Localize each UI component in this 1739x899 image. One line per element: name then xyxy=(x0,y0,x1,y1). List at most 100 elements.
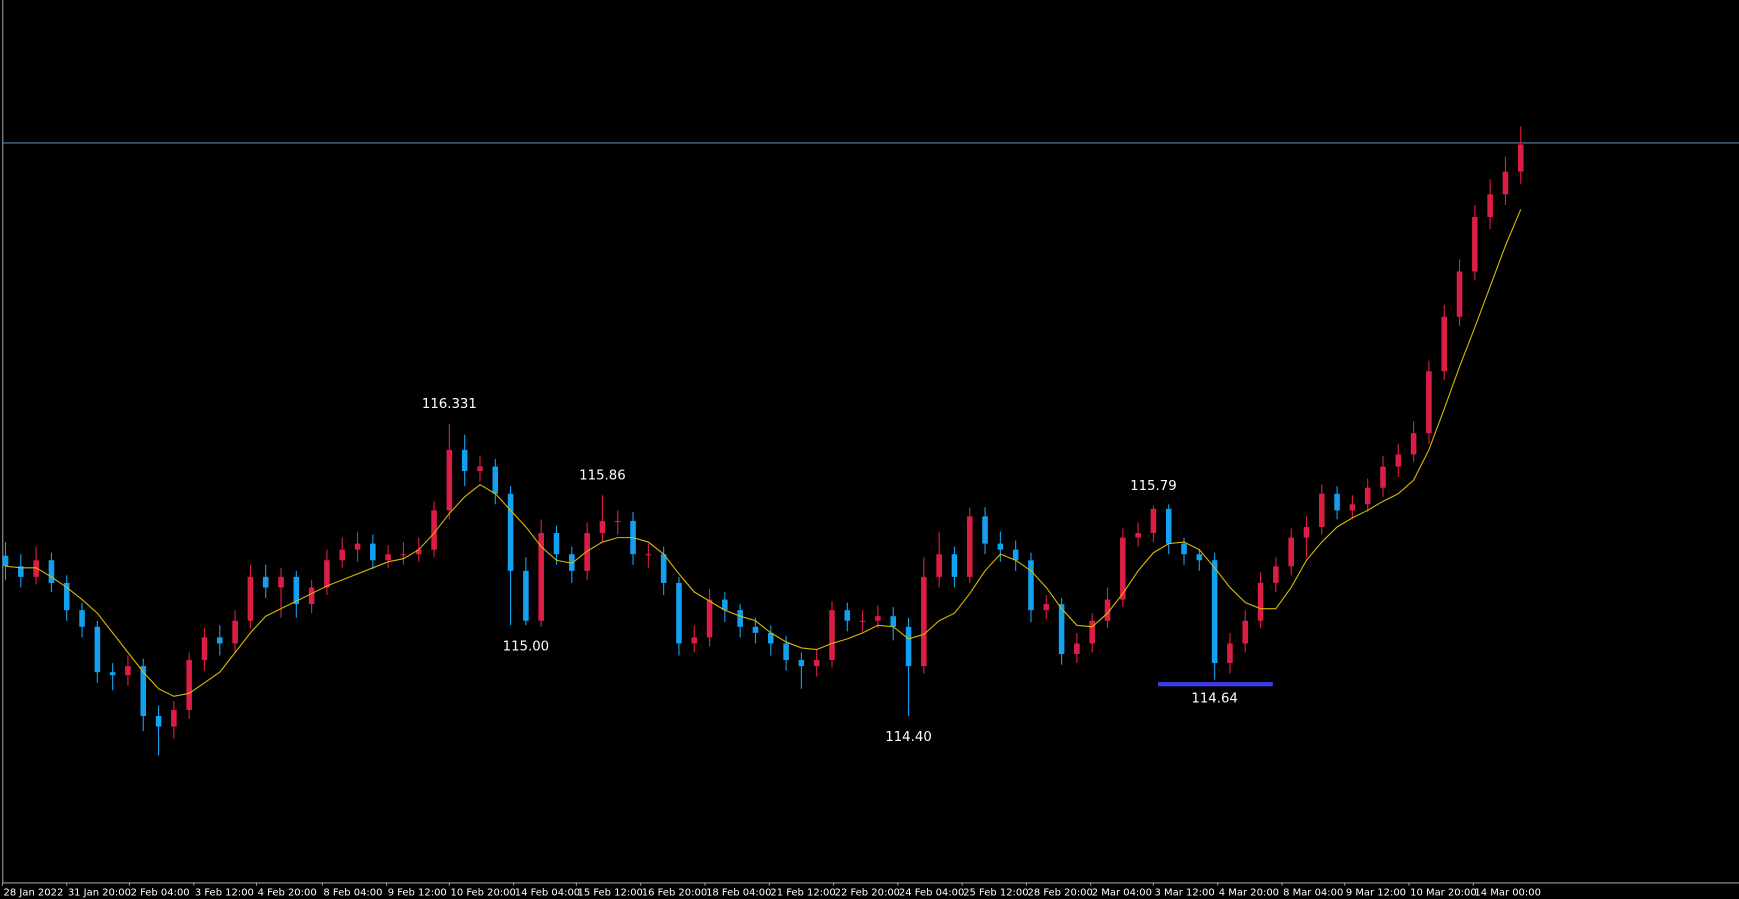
candle-body xyxy=(1165,508,1172,544)
annotation-label: 115.86 xyxy=(579,468,626,483)
candle-body xyxy=(33,560,39,577)
x-tick-label: 28 Jan 2022 xyxy=(4,888,64,899)
candle-body xyxy=(507,493,514,571)
candle-body xyxy=(308,587,315,605)
candle-body xyxy=(1211,560,1218,664)
x-tick-label: 8 Feb 04:00 xyxy=(323,888,382,899)
candle-body xyxy=(1426,371,1432,434)
candle-body xyxy=(140,666,147,717)
candle-body xyxy=(829,610,835,661)
x-tick-label: 31 Jan 20:00 xyxy=(68,888,131,899)
candle-body xyxy=(1303,526,1310,538)
x-tick-label: 4 Feb 20:00 xyxy=(258,888,317,899)
candle-body xyxy=(1472,216,1478,272)
candle-body xyxy=(155,716,162,727)
candle-body xyxy=(1456,271,1463,317)
candle-body xyxy=(614,520,621,523)
candle-body xyxy=(1288,537,1294,567)
candle-body xyxy=(201,637,208,661)
candle-body xyxy=(1410,433,1417,455)
x-tick-label: 28 Feb 20:00 xyxy=(1027,888,1092,899)
candle-body xyxy=(936,554,942,577)
candle-body xyxy=(125,666,131,676)
candle-body xyxy=(1395,454,1402,467)
candle-body xyxy=(645,554,652,556)
candle-body xyxy=(1319,493,1325,527)
candle-body xyxy=(109,672,116,676)
candle-body xyxy=(890,616,896,627)
candle-body xyxy=(18,566,24,577)
candle-body xyxy=(1074,643,1080,655)
candle-body xyxy=(737,610,743,627)
candle-body xyxy=(569,554,575,571)
candle-body xyxy=(385,554,391,561)
x-tick-label: 2 Feb 04:00 xyxy=(131,888,190,899)
x-tick-label: 9 Feb 12:00 xyxy=(388,888,447,899)
candle-body xyxy=(1058,604,1065,655)
x-tick-label: 15 Feb 12:00 xyxy=(578,888,643,899)
x-tick-label: 8 Mar 04:00 xyxy=(1283,888,1343,899)
candle-body xyxy=(676,582,682,644)
candle-body xyxy=(1012,549,1019,561)
x-tick-label: 3 Feb 12:00 xyxy=(195,888,254,899)
x-tick-label: 14 Feb 04:00 xyxy=(515,888,580,899)
candle-body xyxy=(415,549,422,555)
candle-body xyxy=(1089,620,1095,644)
candle-body xyxy=(691,637,698,644)
x-tick-label: 9 Mar 12:00 xyxy=(1346,888,1406,899)
candle-body xyxy=(722,599,728,611)
candle-body xyxy=(247,576,254,621)
candle-body xyxy=(523,570,529,621)
candle-body xyxy=(1441,316,1447,372)
candle-body xyxy=(324,560,330,588)
candle-body xyxy=(79,610,85,627)
candle-body xyxy=(2,555,9,567)
candle-body xyxy=(752,626,759,633)
x-tick-label: 3 Mar 12:00 xyxy=(1155,888,1215,899)
x-tick-label: 16 Feb 20:00 xyxy=(642,888,707,899)
x-tick-label: 14 Mar 00:00 xyxy=(1474,888,1541,899)
x-tick-label: 10 Feb 20:00 xyxy=(450,888,515,899)
candle-body xyxy=(813,660,820,667)
candle-body xyxy=(217,637,223,644)
candle-body xyxy=(232,620,238,644)
candle-body xyxy=(1502,171,1509,195)
candle-body xyxy=(997,543,1004,550)
x-tick-label: 4 Mar 20:00 xyxy=(1219,888,1279,899)
candle-body xyxy=(186,660,192,710)
candle-body xyxy=(982,516,988,544)
candle-body xyxy=(768,632,774,644)
moving-average xyxy=(5,209,1522,697)
annotation-label: 116.331 xyxy=(422,397,477,412)
candle-body xyxy=(94,626,101,673)
candle-body xyxy=(48,560,55,583)
candle-body xyxy=(1150,508,1157,534)
candle-body xyxy=(339,549,346,561)
x-tick-label: 18 Feb 04:00 xyxy=(706,888,771,899)
candle-body xyxy=(262,576,269,588)
x-tick-label: 24 Feb 04:00 xyxy=(899,888,964,899)
candle-body xyxy=(798,660,805,667)
candle-body xyxy=(951,554,958,577)
candle-body xyxy=(706,599,713,638)
annotation-label: 115.79 xyxy=(1130,479,1177,494)
candle-body xyxy=(370,543,376,561)
candle-body xyxy=(660,554,667,583)
candle-body xyxy=(875,616,881,621)
annotation-label: 114.40 xyxy=(885,730,932,745)
candle-body xyxy=(1517,144,1524,172)
candle-body xyxy=(1334,493,1340,511)
candle-body xyxy=(966,516,973,577)
candle-body xyxy=(921,576,927,667)
candle-body xyxy=(538,533,544,621)
candle-body xyxy=(1380,466,1386,488)
candle-body xyxy=(553,533,560,555)
candle-body xyxy=(171,709,177,727)
candle-body xyxy=(477,466,483,472)
candle-body xyxy=(293,576,300,605)
candle-body xyxy=(584,533,590,571)
candle-body xyxy=(63,582,70,611)
annotation-label: 114.64 xyxy=(1191,692,1238,707)
